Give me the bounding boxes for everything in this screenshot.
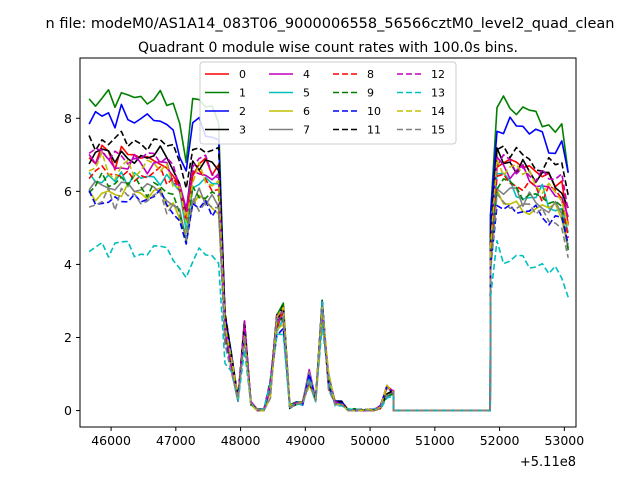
x-tick-label: 48000 xyxy=(221,433,261,448)
legend-label-0: 0 xyxy=(239,68,246,81)
legend-label-10: 10 xyxy=(367,105,381,118)
series-line-15 xyxy=(88,186,569,412)
y-tick-label: 4 xyxy=(64,257,72,272)
legend-label-4: 4 xyxy=(303,68,310,81)
legend-label-11: 11 xyxy=(367,124,381,137)
axes-layer: 46000 47000 48000 49000 50000 51000 52000 53000… xyxy=(64,111,584,448)
y-tick-label: 0 xyxy=(64,403,72,418)
legend-label-14: 14 xyxy=(431,105,445,118)
x-tick-label: 47000 xyxy=(156,433,196,448)
legend-label-6: 6 xyxy=(303,105,310,118)
x-tick-label: 52000 xyxy=(480,433,520,448)
series-line-8 xyxy=(88,165,569,412)
x-tick-label: 49000 xyxy=(285,433,325,448)
legend-label-8: 8 xyxy=(367,68,374,81)
legend-label-3: 3 xyxy=(239,124,246,137)
x-tick-label: 51000 xyxy=(415,433,455,448)
legend-label-13: 13 xyxy=(431,87,445,100)
series-line-11 xyxy=(88,130,569,412)
series-line-13 xyxy=(88,239,569,412)
x-tick-label: 53000 xyxy=(544,433,584,448)
legend-label-7: 7 xyxy=(303,124,310,137)
legend-label-12: 12 xyxy=(431,68,445,81)
plot-frame xyxy=(79,57,577,428)
legend-label-15: 15 xyxy=(431,124,445,137)
series-layer xyxy=(88,89,569,412)
legend-label-1: 1 xyxy=(239,87,246,100)
legend-label-5: 5 xyxy=(303,87,310,100)
x-offset-label: +5.11e8 xyxy=(520,455,576,470)
series-line-9 xyxy=(88,171,569,412)
suptitle: n file: modeM0/AS1A14_083T06_9000006558_… xyxy=(46,16,615,32)
y-tick-label: 2 xyxy=(64,330,72,345)
y-tick-label: 8 xyxy=(64,111,72,126)
legend-box xyxy=(199,61,457,145)
y-tick-label: 6 xyxy=(64,184,72,199)
x-tick-label: 50000 xyxy=(350,433,390,448)
legend-label-9: 9 xyxy=(367,87,374,100)
x-tick-label: 46000 xyxy=(91,433,131,448)
chart-title: Quadrant 0 module wise count rates with … xyxy=(138,40,518,56)
legend-label-2: 2 xyxy=(239,105,246,118)
